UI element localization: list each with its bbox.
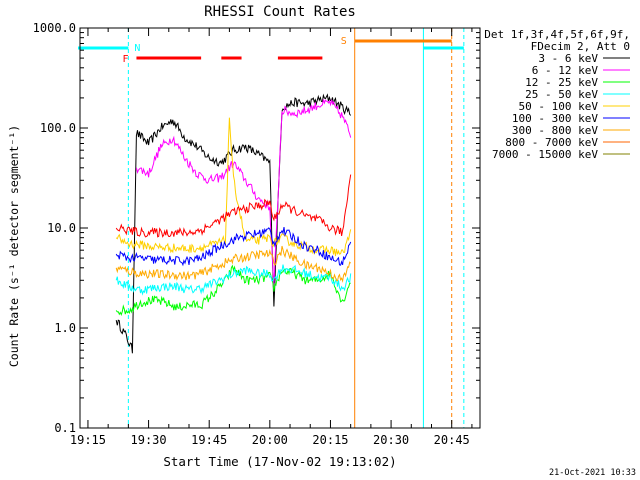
legend-header: Det 1f,3f,4f,5f,6f,9f, (484, 28, 630, 41)
x-tick-label: 20:00 (252, 433, 288, 447)
plot-area: FN S 0.1 1.0 10.0 100.0 1000.0 19:15 19:30 19:45 2… (33, 21, 481, 447)
y-tick-label: 1.0 (54, 321, 76, 335)
series-line (135, 99, 352, 287)
y-tick-label: 1000.0 (33, 21, 76, 35)
y-tick-label: 10.0 (47, 221, 76, 235)
legend-entry-label: 12 - 25 keV (525, 76, 598, 89)
series-line (115, 227, 352, 267)
x-tick-label: 19:45 (191, 433, 227, 447)
x-tick-label: 20:30 (373, 433, 409, 447)
x-axis-label: Start Time (17-Nov-02 19:13:02) (163, 454, 396, 469)
saa-label: S (341, 36, 347, 47)
legend-header: FDecim 2, Att 0 (531, 40, 630, 53)
legend-entry-label: 7000 - 15000 keV (492, 148, 598, 161)
legend-entry-label: 800 - 7000 keV (505, 136, 598, 149)
series-line (115, 117, 352, 257)
series-line (115, 264, 352, 296)
night-label: N (134, 43, 140, 54)
chart-title: RHESSI Count Rates (204, 4, 356, 20)
series-line (115, 245, 352, 283)
x-tick-label: 20:45 (434, 433, 470, 447)
x-tick-label: 19:15 (70, 433, 106, 447)
y-tick-label: 100.0 (40, 121, 76, 135)
y-tick-label: 0.1 (54, 421, 76, 435)
series-line (115, 93, 352, 354)
legend-entry-label: 50 - 100 keV (519, 100, 599, 113)
legend-entry-label: 3 - 6 keV (538, 52, 598, 65)
x-tick-label: 19:30 (131, 433, 167, 447)
series-line (115, 174, 352, 238)
x-tick-label: 20:15 (312, 433, 348, 447)
legend-entry-label: 6 - 12 keV (532, 64, 599, 77)
legend-entry-label: 300 - 800 keV (512, 124, 598, 137)
legend-entry-label: 100 - 300 keV (512, 112, 598, 125)
legend-entry-label: 25 - 50 keV (525, 88, 598, 101)
y-axis-label: Count Rate (s⁻¹ detector segment⁻¹) (7, 125, 21, 367)
legend: Det 1f,3f,4f,5f,6f,9f,FDecim 2, Att 03 -… (484, 28, 630, 161)
attenuator-label: F (122, 54, 128, 65)
generated-date-footer: 21-Oct-2021 10:33 (549, 468, 636, 478)
